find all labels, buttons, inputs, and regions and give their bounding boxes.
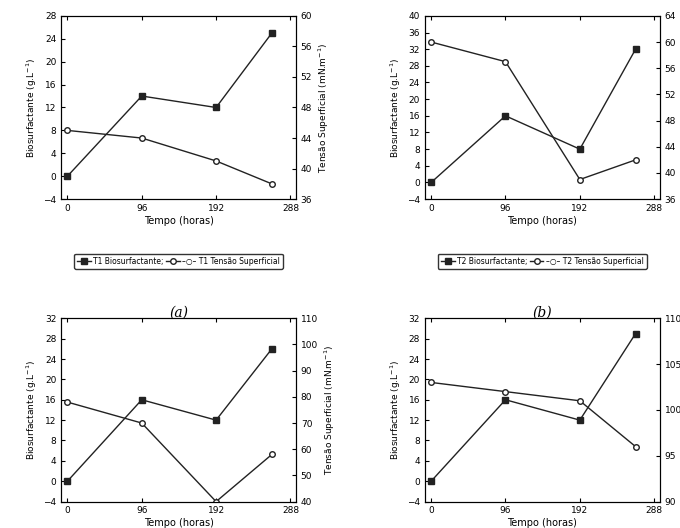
T3 Tensão Superficial [137,420,146,426]
T3 Tensão Superficial [268,451,276,458]
T3 Biosurfactante; [268,346,276,352]
Text: (a): (a) [169,306,188,319]
X-axis label: Tempo (horas): Tempo (horas) [143,518,214,528]
Line: T2 Tensão Superficial: T2 Tensão Superficial [428,39,639,182]
T1 Tensão Superficial [63,127,71,134]
X-axis label: Tempo (horas): Tempo (horas) [507,216,577,226]
T1 Biosurfactante; [212,105,220,111]
T2 Tensão Superficial [576,176,584,183]
T4 Tensão Superficial [501,389,509,395]
Line: T4 Tensão Superficial: T4 Tensão Superficial [428,380,639,449]
T3 Biosurfactante; [137,397,146,403]
Line: T1 Tensão Superficial: T1 Tensão Superficial [65,128,275,186]
Line: T4 Biosurfactante;: T4 Biosurfactante; [428,331,639,484]
T3 Tensão Superficial [212,498,220,505]
Y-axis label: Biosurfactante (g.L$^{-1}$): Biosurfactante (g.L$^{-1}$) [388,360,403,460]
T3 Biosurfactante; [63,478,71,484]
T1 Biosurfactante; [137,93,146,99]
X-axis label: Tempo (horas): Tempo (horas) [507,518,577,528]
Legend: T1 Biosurfactante;, –○– T1 Tensão Superficial: T1 Biosurfactante;, –○– T1 Tensão Superf… [74,253,283,269]
Y-axis label: Biosurfactante (g.L$^{-1}$): Biosurfactante (g.L$^{-1}$) [388,58,403,157]
Line: T3 Biosurfactante;: T3 Biosurfactante; [65,346,275,484]
T2 Tensão Superficial [632,157,640,163]
T1 Biosurfactante; [63,173,71,180]
T1 Tensão Superficial [212,158,220,164]
T4 Biosurfactante; [632,331,640,337]
T4 Biosurfactante; [501,397,509,403]
T2 Biosurfactante; [632,46,640,52]
Y-axis label: Tensão Superficial (mN.m$^{-1}$): Tensão Superficial (mN.m$^{-1}$) [322,345,337,475]
T4 Tensão Superficial [576,398,584,404]
Y-axis label: Biosurfactante (g.L$^{-1}$): Biosurfactante (g.L$^{-1}$) [24,58,39,157]
Line: T1 Biosurfactante;: T1 Biosurfactante; [65,30,275,179]
T4 Tensão Superficial [427,379,435,385]
T1 Biosurfactante; [268,30,276,36]
T4 Tensão Superficial [632,444,640,450]
T1 Tensão Superficial [268,181,276,187]
Line: T3 Tensão Superficial: T3 Tensão Superficial [65,399,275,504]
Y-axis label: Biosurfactante (g.L$^{-1}$): Biosurfactante (g.L$^{-1}$) [24,360,39,460]
T2 Biosurfactante; [576,146,584,152]
T1 Tensão Superficial [137,135,146,141]
Text: (b): (b) [532,306,552,319]
T3 Tensão Superficial [63,399,71,406]
T4 Biosurfactante; [427,478,435,484]
Legend: T2 Biosurfactante;, –○– T2 Tensão Superficial: T2 Biosurfactante;, –○– T2 Tensão Superf… [438,253,647,269]
T2 Tensão Superficial [427,39,435,45]
T4 Biosurfactante; [576,417,584,423]
T3 Biosurfactante; [212,417,220,423]
T2 Biosurfactante; [501,112,509,119]
Y-axis label: Tensão Superficial (mN.m$^{-1}$): Tensão Superficial (mN.m$^{-1}$) [316,42,330,173]
T2 Tensão Superficial [501,59,509,65]
Line: T2 Biosurfactante;: T2 Biosurfactante; [428,46,639,185]
X-axis label: Tempo (horas): Tempo (horas) [143,216,214,226]
T2 Biosurfactante; [427,180,435,186]
